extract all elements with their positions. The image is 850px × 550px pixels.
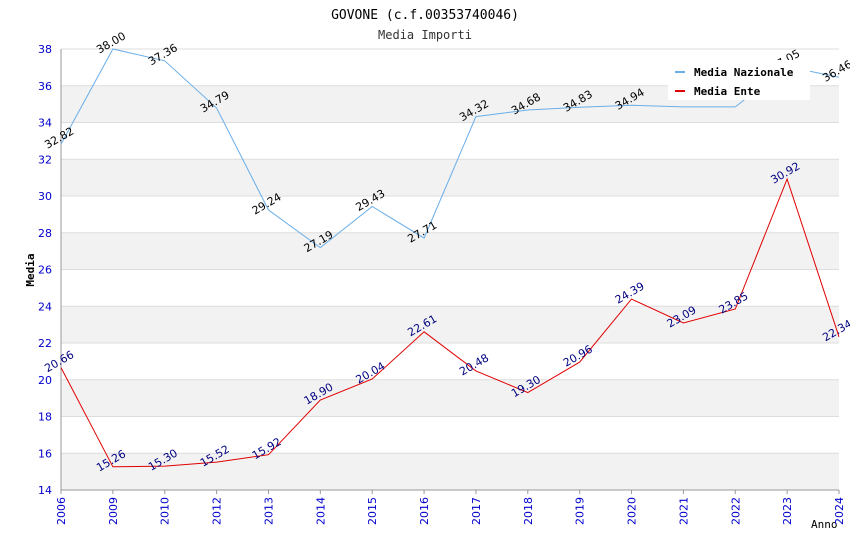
y-tick-label: 34 (38, 117, 52, 130)
legend: Media Nazionale Media Ente (668, 60, 810, 100)
x-tick-label: 2020 (626, 497, 639, 525)
x-tick-label: 2006 (55, 497, 68, 525)
x-tick-label: 2022 (729, 497, 742, 525)
grid-band (61, 306, 839, 343)
x-tick-label: 2015 (366, 497, 379, 525)
y-tick-label: 14 (38, 484, 52, 497)
y-tick-label: 20 (38, 374, 52, 387)
x-tick-label: 2017 (470, 497, 483, 525)
y-tick-label: 28 (38, 227, 52, 240)
y-tick-label: 24 (38, 300, 52, 313)
x-tick-label: 2016 (418, 497, 431, 525)
x-tick-label: 2018 (522, 497, 535, 525)
grid-band (61, 379, 839, 417)
x-tick-label: 2023 (781, 497, 794, 525)
x-tick-label: 2013 (262, 497, 275, 525)
x-tick-label: 2024 (833, 497, 846, 525)
y-tick-label: 32 (38, 153, 52, 166)
y-tick-label: 26 (38, 264, 52, 277)
legend-box (668, 60, 810, 100)
y-axis-label: Media (24, 253, 37, 286)
y-tick-label: 36 (38, 80, 52, 93)
y-tick-label: 38 (38, 43, 52, 56)
x-tick-label: 2012 (211, 497, 224, 525)
chart-title: GOVONE (c.f.00353740046) (331, 8, 519, 23)
y-tick-label: 18 (38, 411, 52, 424)
x-tick-label: 2009 (107, 497, 120, 525)
y-tick-label: 22 (38, 337, 52, 350)
x-tick-label: 2014 (314, 497, 327, 525)
y-tick-label: 16 (38, 447, 52, 460)
series-line-media-nazionale (60, 48, 840, 249)
legend-label: Media Ente (694, 85, 761, 98)
x-axis-label: Anno (811, 518, 838, 531)
series-line-media-ente (60, 177, 840, 468)
grid-band (61, 232, 839, 270)
x-tick-label: 2010 (159, 497, 172, 525)
grid-band (61, 453, 839, 490)
x-tick-label: 2021 (677, 497, 690, 525)
y-tick-label: 30 (38, 190, 52, 203)
chart-subtitle: Media Importi (378, 28, 472, 42)
legend-label: Media Nazionale (694, 66, 794, 79)
x-tick-label: 2019 (574, 497, 587, 525)
